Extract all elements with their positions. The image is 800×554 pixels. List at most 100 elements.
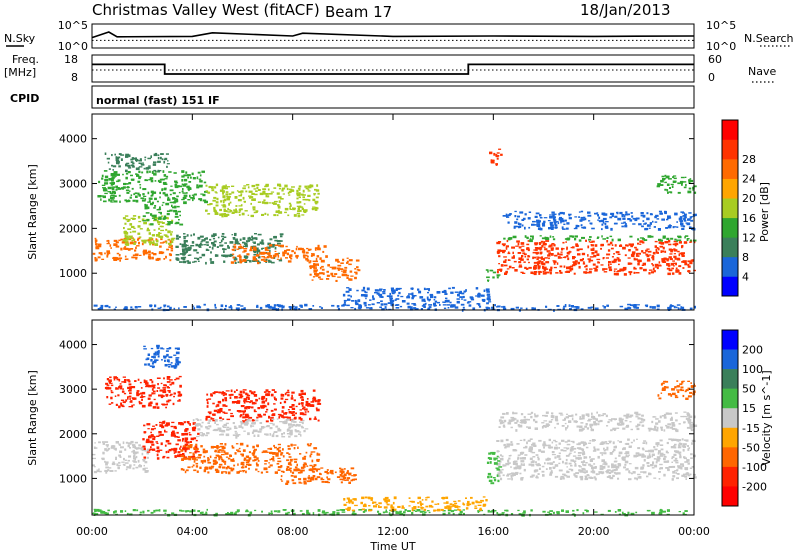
heatmap-cell [548, 438, 551, 442]
heatmap-cell [178, 219, 180, 221]
heatmap-cell [346, 287, 350, 289]
heatmap-cell [491, 159, 495, 162]
heatmap-cell [165, 202, 170, 206]
freq-label-line2: [MHz] [4, 66, 36, 79]
heatmap-cell [144, 363, 147, 366]
heatmap-cell [225, 471, 228, 474]
heatmap-cell [676, 438, 679, 441]
heatmap-cell [192, 453, 195, 456]
heatmap-cell [254, 402, 257, 405]
heatmap-cell [299, 453, 302, 455]
heatmap-cell [580, 461, 585, 463]
heatmap-cell [149, 448, 153, 451]
heatmap-cell [119, 383, 122, 385]
heatmap-cell [682, 267, 685, 269]
heatmap-cell [272, 456, 275, 459]
heatmap-cell [174, 180, 178, 183]
heatmap-cell [483, 289, 486, 292]
heatmap-cell [627, 438, 630, 441]
heatmap-cell [234, 430, 237, 433]
heatmap-cell [652, 257, 655, 261]
heatmap-cell [615, 472, 618, 475]
heatmap-cell [560, 475, 564, 478]
heatmap-cell [147, 166, 151, 169]
heatmap-cell [138, 306, 142, 308]
heatmap-cell [682, 181, 687, 183]
heatmap-cell [133, 404, 135, 406]
heatmap-cell [239, 238, 242, 241]
heatmap-cell [261, 201, 265, 204]
heatmap-cell [536, 221, 541, 224]
heatmap-cell [670, 446, 675, 449]
heatmap-cell [265, 411, 268, 413]
heatmap-cell [309, 267, 312, 270]
heatmap-cell [340, 262, 344, 264]
heatmap-cell [138, 402, 143, 405]
heatmap-cell [223, 210, 228, 213]
heatmap-cell [143, 456, 147, 459]
heatmap-cell [243, 391, 245, 394]
heatmap-cell [657, 248, 660, 251]
heatmap-cell [133, 227, 136, 229]
heatmap-cell [233, 390, 236, 393]
heatmap-cell [616, 472, 621, 475]
heatmap-cell [290, 474, 294, 477]
heatmap-cell [673, 240, 678, 243]
heatmap-cell [313, 464, 317, 467]
heatmap-cell [683, 186, 687, 189]
heatmap-cell [160, 347, 164, 350]
heatmap-cell [143, 249, 148, 252]
heatmap-cell [601, 454, 604, 456]
heatmap-cell [514, 422, 518, 424]
heatmap-cell [286, 459, 290, 462]
heatmap-cell [622, 447, 625, 450]
heatmap-cell [223, 460, 227, 463]
heatmap-cell [496, 157, 499, 160]
heatmap-cell [124, 243, 127, 246]
heatmap-cell [236, 401, 241, 404]
heatmap-cell [203, 303, 206, 306]
heatmap-cell [177, 454, 181, 458]
heatmap-cell [124, 258, 128, 260]
heatmap-cell [378, 293, 383, 297]
heatmap-cell [670, 438, 675, 441]
heatmap-cell [688, 187, 692, 190]
heatmap-cell [501, 306, 504, 308]
heatmap-cell [535, 475, 538, 478]
heatmap-cell [623, 266, 627, 269]
heatmap-cell [249, 401, 252, 404]
heatmap-cell [243, 398, 248, 401]
heatmap-cell [108, 168, 111, 170]
heatmap-cell [309, 468, 313, 472]
heatmap-cell [223, 208, 226, 212]
heatmap-cell [278, 259, 283, 262]
heatmap-cell [300, 482, 303, 484]
heatmap-cell [569, 235, 573, 238]
heatmap-cell [505, 247, 508, 250]
heatmap-cell [165, 422, 170, 425]
heatmap-cell [265, 389, 269, 392]
heatmap-cell [100, 253, 103, 256]
heatmap-cell [180, 510, 185, 512]
heatmap-cell [105, 304, 109, 308]
heatmap-cell [678, 272, 682, 275]
heatmap-cell [113, 448, 116, 450]
heatmap-cell [135, 257, 138, 260]
heatmap-cell [674, 386, 677, 389]
heatmap-cell [608, 266, 612, 269]
heatmap-cell [138, 393, 141, 396]
heatmap-cell [501, 455, 504, 458]
heatmap-cell [621, 225, 624, 228]
heatmap-cell [530, 271, 533, 274]
heatmap-cell [159, 211, 161, 214]
heatmap-cell [611, 418, 615, 420]
heatmap-cell [305, 403, 308, 406]
heatmap-cell [279, 414, 283, 417]
heatmap-cell [298, 416, 302, 420]
heatmap-cell [298, 188, 301, 191]
heatmap-cell [673, 255, 677, 258]
heatmap-cell [250, 214, 254, 218]
heatmap-cell [543, 446, 545, 449]
heatmap-cell [302, 419, 305, 422]
heatmap-cell [143, 447, 146, 450]
